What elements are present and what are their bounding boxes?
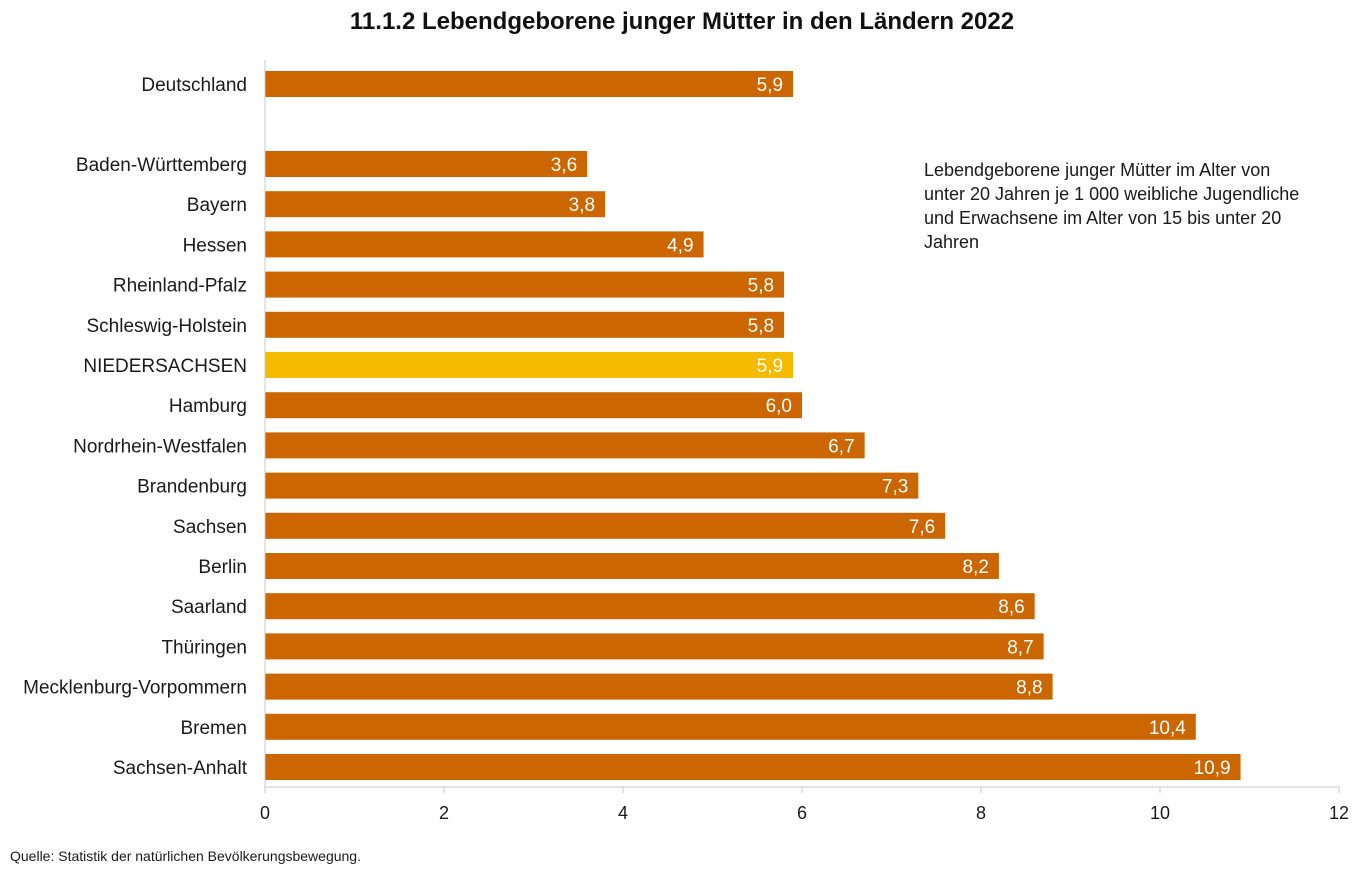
x-axis: 0 2 4 6 8 10 12: [260, 60, 1349, 823]
value-label-bremen: 10,4: [1149, 718, 1186, 739]
category-label-nordrhein-westfalen: Nordrhein-Westfalen: [73, 436, 247, 457]
category-label-hamburg: Hamburg: [169, 396, 247, 417]
bar-hessen: [265, 231, 704, 258]
bars-layer: Deutschland 5,9 Baden-Württemberg 3,6 Bayern…: [23, 71, 1241, 780]
x-tick-label: 4: [618, 803, 628, 823]
value-label-mecklenburg-vorpommern: 8,8: [1016, 678, 1042, 699]
category-label-thuringen: Thüringen: [161, 637, 247, 658]
value-label-brandenburg: 7,3: [882, 477, 908, 498]
category-label-berlin: Berlin: [198, 557, 247, 578]
category-label-sachsen: Sachsen: [173, 517, 247, 538]
bar-saarland: [265, 593, 1035, 620]
category-label-mecklenburg-vorpommern: Mecklenburg-Vorpommern: [23, 678, 247, 699]
bar-deutschland: [265, 71, 794, 97]
value-label-rheinland-pfalz: 5,8: [748, 276, 774, 297]
bar-niedersachsen: [265, 352, 794, 378]
bar-sachsen-anhalt: [265, 754, 1241, 780]
bar-mecklenburg-vorpommern: [265, 673, 1053, 700]
category-label-niedersachsen: NIEDERSACHSEN: [83, 356, 247, 377]
x-tick-label: 8: [976, 803, 986, 823]
value-label-hamburg: 6,0: [766, 396, 792, 417]
category-label-deutschland: Deutschland: [141, 75, 247, 96]
category-label-saarland: Saarland: [171, 597, 247, 618]
value-label-schleswig-holstein: 5,8: [748, 316, 774, 337]
chart-source: Quelle: Statistik der natürlichen Bevölk…: [10, 848, 361, 864]
value-label-saarland: 8,6: [998, 597, 1024, 618]
x-tick-label: 6: [797, 803, 807, 823]
bar-hamburg: [265, 392, 802, 419]
value-label-sachsen: 7,6: [909, 517, 935, 538]
value-label-bayern: 3,8: [569, 195, 595, 216]
x-tick-label: 12: [1329, 803, 1349, 823]
value-label-berlin: 8,2: [962, 557, 988, 578]
bar-brandenburg: [265, 472, 919, 499]
value-label-nordrhein-westfalen: 6,7: [828, 436, 854, 457]
value-label-niedersachsen: 5,9: [757, 356, 783, 377]
category-label-baden-wurttemberg: Baden-Württemberg: [76, 155, 247, 176]
bar-baden-wurttemberg: [265, 151, 588, 177]
bar-bremen: [265, 713, 1196, 740]
value-label-deutschland: 5,9: [757, 75, 783, 96]
bar-thuringen: [265, 633, 1044, 660]
category-label-sachsen-anhalt: Sachsen-Anhalt: [113, 758, 248, 779]
value-label-thuringen: 8,7: [1007, 637, 1033, 658]
x-tick-label: 2: [439, 803, 449, 823]
chart-title: 11.1.2 Lebendgeborene junger Mütter in d…: [349, 8, 1015, 35]
bar-schleswig-holstein: [265, 311, 785, 338]
x-tick-label: 0: [260, 803, 270, 823]
bar-bayern: [265, 191, 606, 218]
bar-berlin: [265, 553, 999, 579]
chart-note: Lebendgeborene junger Mütter im Alter vo…: [924, 160, 1300, 252]
category-label-bayern: Bayern: [187, 195, 247, 216]
value-label-sachsen-anhalt: 10,9: [1194, 758, 1231, 779]
category-label-schleswig-holstein: Schleswig-Holstein: [86, 316, 247, 337]
category-label-brandenburg: Brandenburg: [137, 477, 247, 498]
bar-nordrhein-westfalen: [265, 432, 865, 459]
category-label-hessen: Hessen: [183, 235, 247, 256]
bar-sachsen: [265, 512, 946, 539]
bar-rheinland-pfalz: [265, 271, 785, 298]
category-label-bremen: Bremen: [180, 718, 247, 739]
x-tick-label: 10: [1150, 803, 1170, 823]
value-label-hessen: 4,9: [667, 235, 693, 256]
category-label-rheinland-pfalz: Rheinland-Pfalz: [113, 276, 247, 297]
value-label-baden-wurttemberg: 3,6: [551, 155, 577, 176]
